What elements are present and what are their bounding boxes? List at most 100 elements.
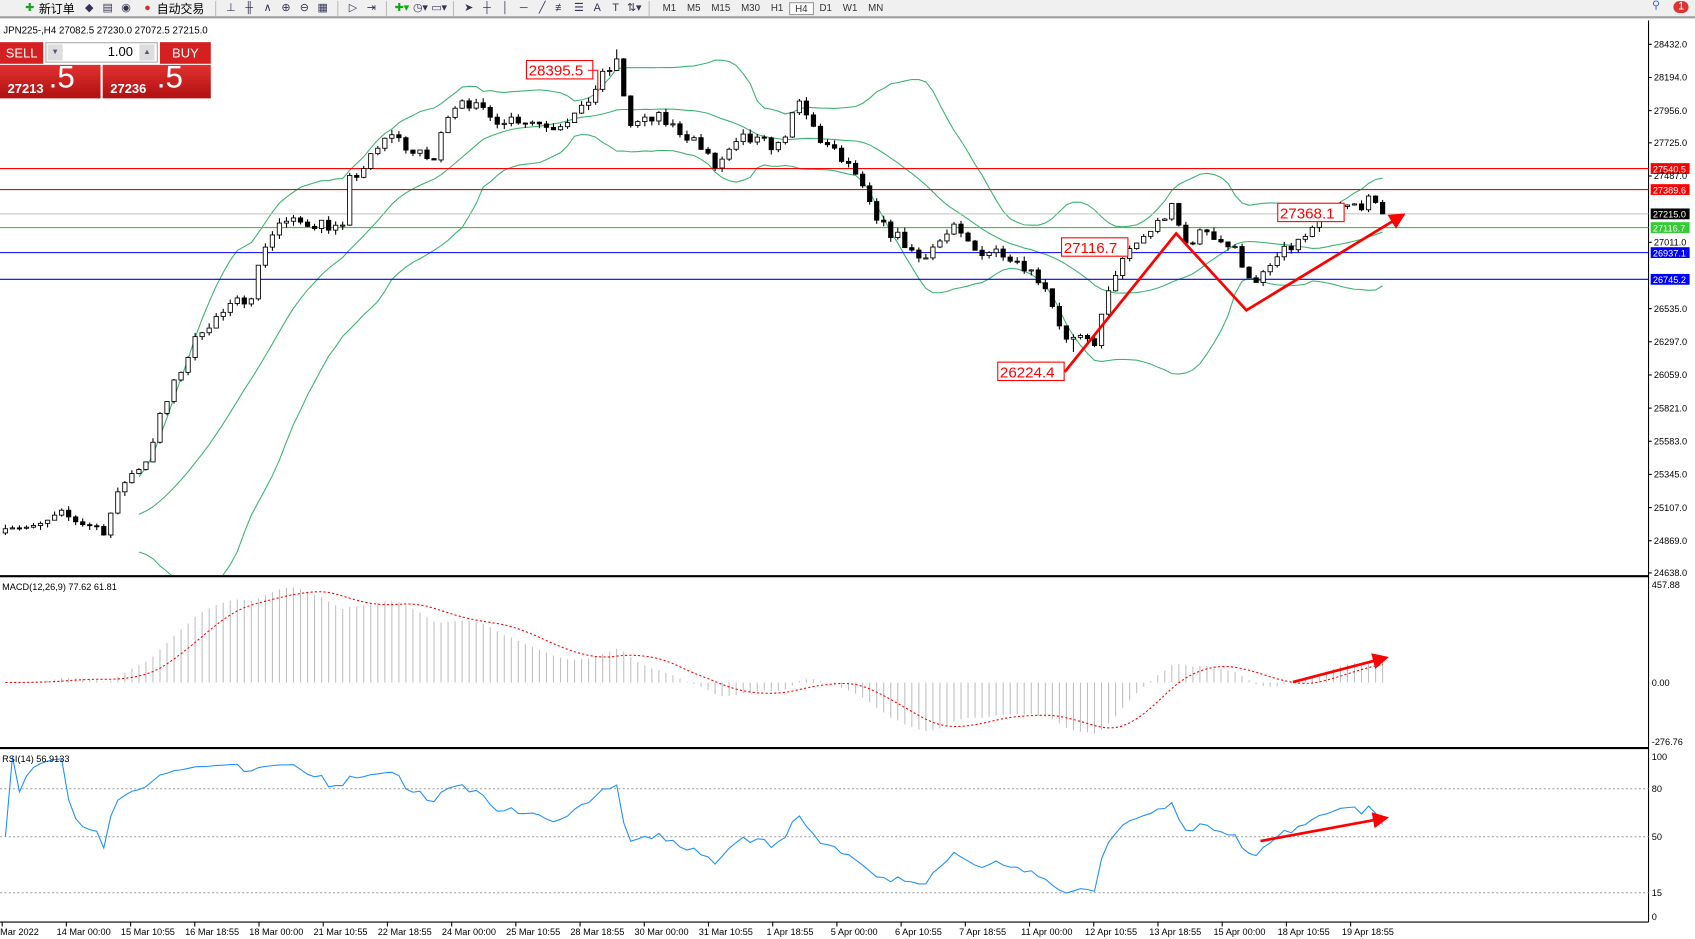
lot-size-input[interactable]: 1.00 [45, 42, 158, 63]
candle-body [1295, 238, 1301, 251]
trendline-icon[interactable]: ╱ [538, 1, 546, 14]
autoscroll-icon[interactable]: ▷ [348, 1, 358, 14]
candle-body [382, 137, 388, 149]
candle [754, 133, 760, 145]
lot-increase-button[interactable]: ▲ [139, 44, 155, 61]
candle [972, 239, 978, 251]
candle-body [902, 231, 908, 249]
candle [593, 85, 599, 105]
timeframe-h4[interactable]: H4 [788, 1, 815, 15]
horizontal-line-icon[interactable]: ─ [519, 1, 528, 14]
candle [115, 487, 121, 515]
candle-body [677, 123, 683, 136]
candle-body [1274, 256, 1280, 266]
timeframe-m30[interactable]: M30 [741, 1, 761, 13]
signals-icon[interactable]: ◉ [121, 1, 131, 14]
tile-windows-icon[interactable]: ▦ [317, 1, 328, 14]
annotation-text: 27368.1 [1280, 205, 1335, 222]
new-order-button[interactable]: ✚ 新订单 [19, 0, 77, 17]
timeframe-m1[interactable]: M1 [662, 1, 677, 13]
candle-body [297, 217, 304, 223]
candle [1112, 270, 1119, 292]
time-axis-label: 11 Apr 00:00 [1021, 927, 1072, 937]
candle [635, 120, 641, 128]
text-label-icon[interactable]: T [612, 1, 619, 14]
candle [178, 371, 184, 382]
candle-body [1211, 231, 1217, 240]
fibo-levels-icon[interactable]: ☰ [574, 1, 584, 14]
candle-body [1288, 245, 1294, 251]
candle-body [867, 185, 873, 203]
cursor-icon[interactable]: ➤ [464, 1, 474, 14]
lot-decrease-button[interactable]: ▼ [47, 44, 63, 61]
price-axis-label: 26535.0 [1654, 304, 1687, 314]
candle [248, 297, 254, 307]
candle-body [164, 401, 170, 414]
timeframe-m5[interactable]: M5 [686, 1, 701, 13]
time-axis-label: 28 Mar 18:55 [570, 927, 624, 937]
templates-icon[interactable]: ▭▾ [431, 1, 447, 14]
candle-body [1351, 203, 1358, 206]
candle [66, 506, 72, 521]
candle [663, 108, 669, 127]
candle [712, 152, 718, 172]
zoom-out-icon[interactable]: ⊖ [299, 1, 309, 14]
line-chart-icon[interactable]: ∧ [263, 1, 272, 14]
candle [1204, 228, 1210, 236]
candle [326, 216, 332, 234]
crosshair-icon[interactable]: ┼ [483, 1, 491, 14]
candle-body [290, 217, 297, 222]
candle [670, 119, 676, 128]
arrows-icon[interactable]: ⇅▾ [626, 1, 642, 14]
timeframe-m15[interactable]: M15 [711, 1, 731, 13]
timeframe-w1[interactable]: W1 [842, 1, 858, 13]
candle [937, 238, 943, 249]
price-axis-label: 26297.0 [1654, 337, 1687, 347]
candle-chart-icon[interactable]: ╫ [245, 1, 254, 14]
terminal-icon[interactable]: ▤ [102, 1, 113, 14]
notifications-badge[interactable]: 1 [1673, 0, 1689, 13]
candle-body [1014, 260, 1020, 263]
buy-price[interactable]: 27236 .5 [102, 61, 211, 99]
candle [1239, 243, 1245, 268]
candle [129, 470, 135, 484]
candle-body [59, 509, 65, 516]
zoom-in-icon[interactable]: ⊕ [281, 1, 291, 14]
candle [1344, 204, 1351, 210]
candle-body [94, 525, 100, 528]
candle-body [831, 144, 838, 149]
candle [726, 147, 732, 161]
timeframe-h1[interactable]: H1 [770, 1, 784, 13]
search-icon[interactable]: ⚲ [1652, 0, 1660, 12]
fibonacci-icon[interactable]: ≢ [555, 1, 566, 14]
text-icon[interactable]: A [593, 1, 601, 14]
indicators-icon[interactable]: ✚▾ [394, 1, 410, 14]
chart-shift-icon[interactable]: ⇥ [366, 1, 376, 14]
candle [192, 332, 198, 361]
candle [213, 313, 219, 329]
vertical-line-icon[interactable]: │ [501, 1, 509, 14]
auto-trading-button[interactable]: ● 自动交易 [137, 0, 207, 17]
periods-icon[interactable]: ◷▾ [412, 1, 428, 14]
rsi-trend-arrow [1260, 812, 1389, 843]
candle-body [1148, 230, 1154, 237]
price-level-label: 26745.2 [1653, 275, 1686, 285]
buy-button[interactable]: BUY [159, 42, 211, 64]
candle [1380, 199, 1386, 215]
candle-body [782, 136, 788, 143]
candle-body [536, 121, 543, 125]
sell-price[interactable]: 27213 .5 [0, 61, 101, 99]
candle-body [417, 149, 423, 154]
candle [459, 99, 465, 109]
bar-chart-icon[interactable]: ⊥ [226, 1, 236, 14]
timeframe-mn[interactable]: MN [868, 1, 884, 13]
price-level-tag [1650, 208, 1690, 220]
price-chart[interactable]: 27540.5 27389.6 27215.0 27116.7 26937.1 26745… [0, 20, 1695, 939]
history-icon[interactable]: ◆ [85, 1, 94, 14]
timeframe-d1[interactable]: D1 [819, 1, 832, 13]
candle [1063, 325, 1070, 343]
candle [515, 114, 521, 125]
candle-body [1302, 236, 1308, 240]
sell-button[interactable]: SELL [0, 42, 44, 64]
candle [522, 122, 528, 128]
